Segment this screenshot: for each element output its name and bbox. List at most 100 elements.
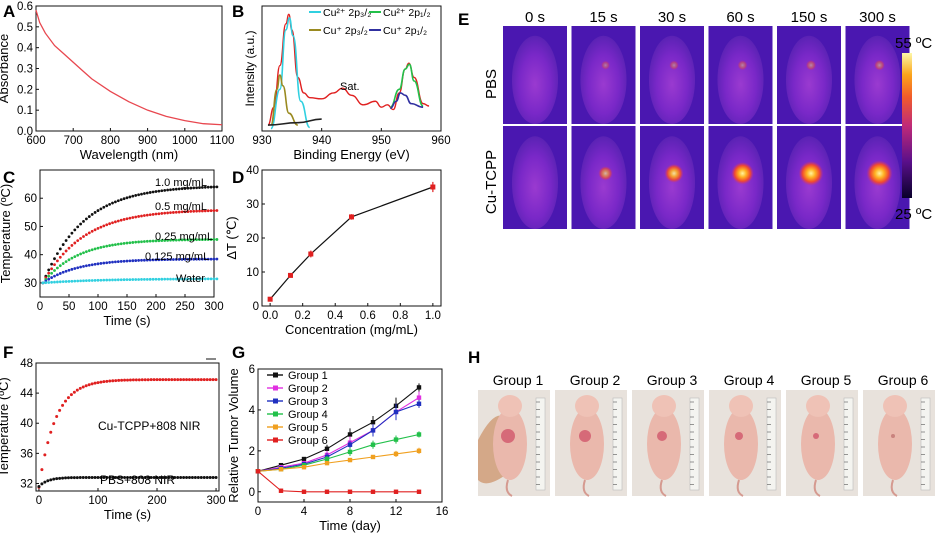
- tumor-hotspot: [664, 163, 684, 183]
- c-label-2: 0.5 mg/mL: [155, 201, 207, 213]
- heating-point: [185, 475, 189, 479]
- heating-point: [198, 257, 201, 261]
- legend-entry: Cu²⁺ 2p₁/₂: [383, 7, 431, 19]
- heating-point: [75, 476, 79, 480]
- group-line: [257, 403, 420, 472]
- heating-point: [174, 258, 178, 261]
- xps-series-cu2p: [389, 63, 424, 108]
- heating-point: [87, 231, 91, 235]
- mouse-tail: [582, 479, 590, 497]
- x-tick-label: 950: [372, 135, 391, 147]
- data-point: [287, 272, 293, 278]
- heating-point: [90, 229, 94, 233]
- heating-point: [166, 258, 170, 261]
- y-tick-label: 2: [249, 446, 255, 458]
- group-marker: [416, 401, 422, 406]
- heating-point: [82, 219, 85, 223]
- heating-point: [140, 214, 143, 218]
- heating-point: [176, 475, 180, 479]
- heating-point: [52, 477, 56, 481]
- heating-point: [201, 277, 204, 281]
- heating-point: [196, 475, 200, 479]
- heating-point: [163, 188, 167, 192]
- heating-point: [206, 238, 210, 241]
- tumor: [735, 432, 743, 440]
- heating-point: [125, 259, 129, 263]
- heating-point: [146, 378, 150, 382]
- x-axis-label: Wavelength (nm): [80, 147, 179, 162]
- y-tick-label: 40: [24, 250, 37, 262]
- heating-point: [61, 252, 65, 256]
- group-photo-label: Group 5: [801, 372, 852, 388]
- heating-point: [131, 378, 135, 382]
- group-marker: [324, 456, 330, 462]
- heating-point: [160, 239, 164, 242]
- ruler: [843, 397, 854, 491]
- heating-point: [93, 475, 97, 479]
- f-label-cu: Cu-TCPP+808 NIR: [98, 419, 201, 433]
- group-marker: [347, 442, 353, 447]
- heating-point: [56, 280, 59, 284]
- heating-point: [154, 258, 158, 262]
- heating-point: [105, 379, 109, 383]
- y-tick-label: 0.5: [17, 22, 33, 34]
- heating-point: [78, 476, 82, 480]
- heating-point: [186, 238, 190, 242]
- heating-point: [37, 484, 41, 488]
- heating-point: [43, 480, 47, 484]
- x-tick-label: 700: [64, 135, 83, 147]
- y-tick-label: 36: [20, 448, 33, 460]
- heating-point: [120, 378, 124, 382]
- heating-point: [173, 378, 177, 382]
- x-tick-label: 100: [88, 301, 107, 313]
- legend-marker: [273, 398, 278, 404]
- heating-point: [70, 231, 74, 235]
- heating-point: [49, 478, 53, 482]
- heating-point: [163, 277, 167, 281]
- heating-point: [102, 205, 106, 209]
- group-marker: [393, 451, 399, 457]
- sat-annotation: Sat.: [340, 81, 360, 93]
- y-axis-label: ΔT (℃): [224, 216, 239, 259]
- heating-point: [102, 380, 106, 384]
- mouse-thermal-body: [580, 35, 627, 124]
- colorbar: [902, 53, 912, 198]
- tumor-hotspot: [874, 59, 885, 71]
- panel-label-e: E: [458, 10, 469, 29]
- heating-point: [90, 213, 94, 216]
- time-label: 15 s: [589, 9, 617, 26]
- heating-point: [58, 476, 62, 480]
- tumor: [579, 430, 591, 442]
- heating-point: [84, 384, 88, 388]
- heating-point: [66, 476, 70, 480]
- heating-point: [161, 475, 165, 479]
- heating-point: [58, 255, 62, 259]
- x-tick-label: 300: [206, 495, 225, 507]
- y-tick-label: 20: [246, 233, 259, 245]
- heating-point: [87, 215, 91, 218]
- tumor-hotspot: [737, 60, 748, 71]
- heating-point: [79, 237, 82, 240]
- heating-point: [46, 479, 50, 483]
- time-label: 150 s: [791, 9, 828, 26]
- heating-point: [108, 244, 111, 247]
- heating-point: [145, 191, 149, 195]
- heating-point: [99, 262, 103, 265]
- heating-point: [183, 257, 187, 261]
- heating-point: [53, 269, 56, 272]
- heating-point: [208, 378, 212, 382]
- group-marker: [416, 489, 422, 494]
- heating-point: [102, 261, 106, 265]
- group-line: [257, 397, 420, 472]
- mouse-head: [729, 395, 753, 417]
- heating-point: [195, 209, 199, 213]
- x-axis-label: Time (s): [103, 313, 150, 328]
- heating-point: [154, 277, 158, 281]
- heating-point: [96, 381, 100, 385]
- heating-point: [185, 378, 189, 382]
- heating-point: [183, 238, 187, 242]
- heating-point: [114, 379, 118, 383]
- heating-point: [123, 378, 127, 382]
- legend-entry: Group 6: [288, 435, 328, 447]
- panel-label-d: D: [232, 168, 244, 187]
